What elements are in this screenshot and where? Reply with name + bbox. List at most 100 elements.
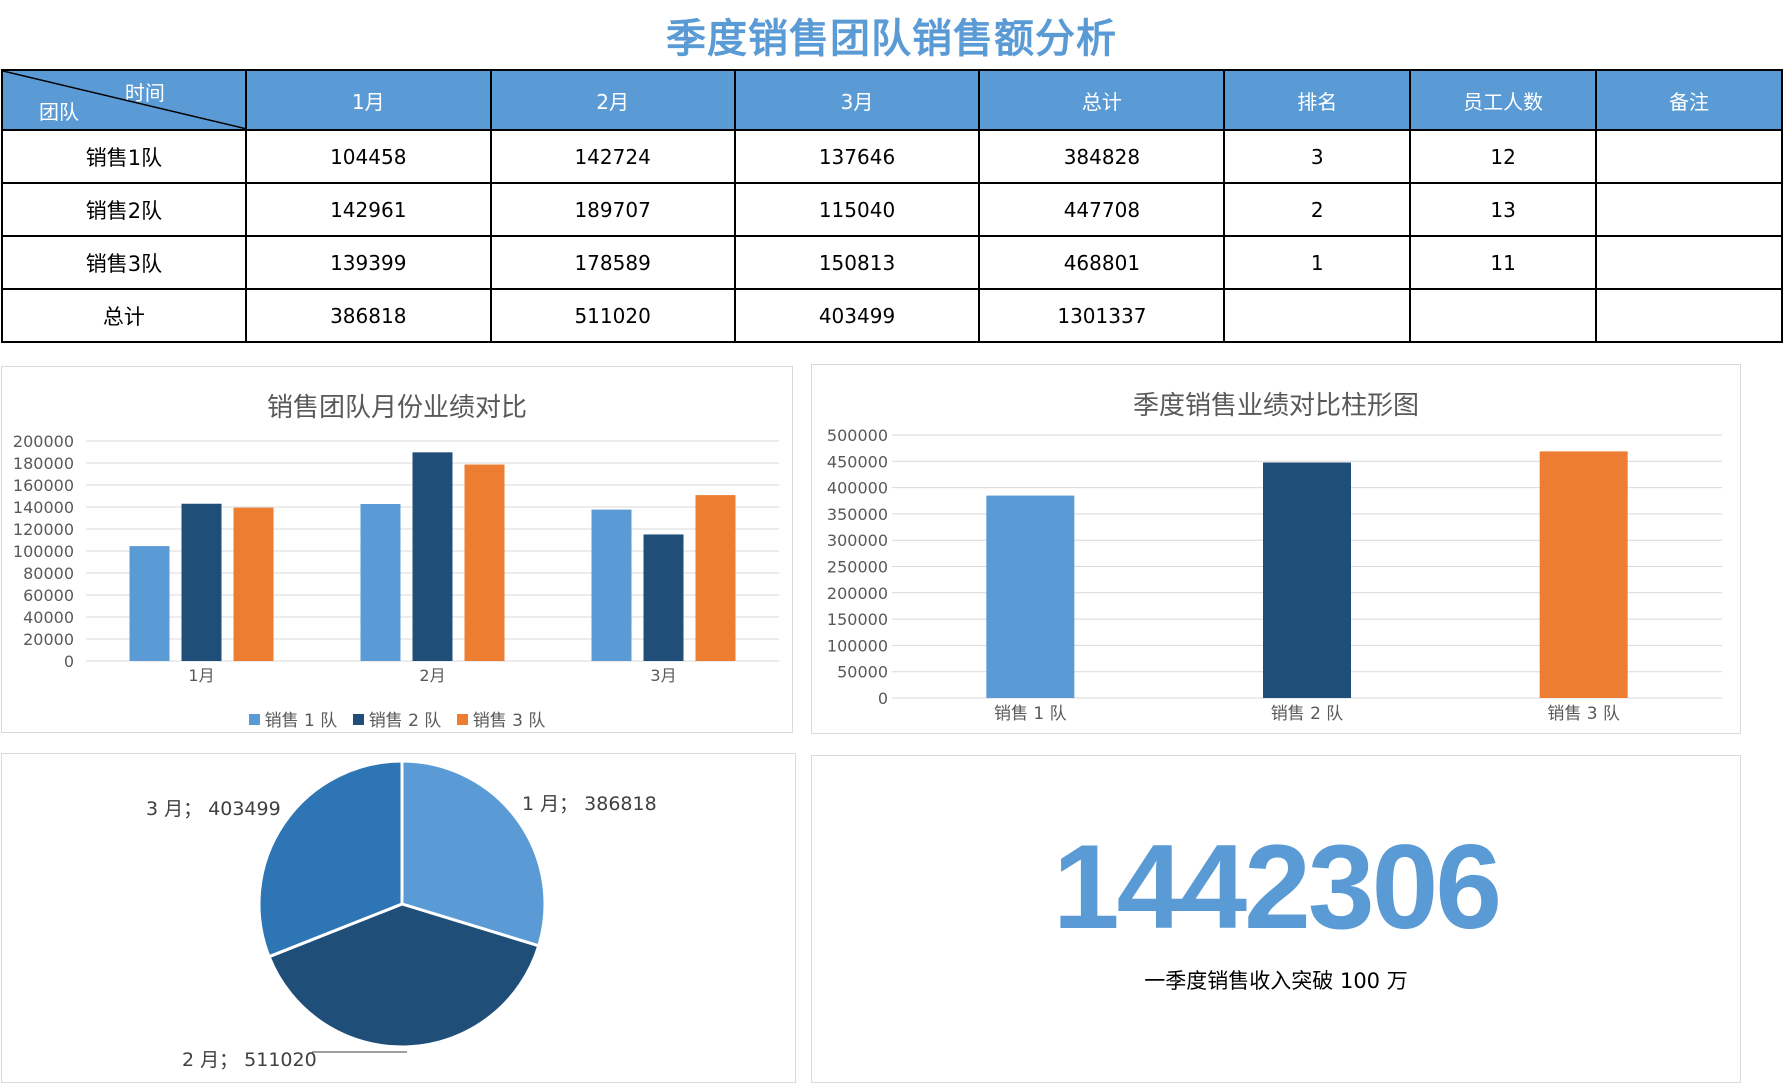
monthly-chart-legend: 销售 1 队 销售 2 队 销售 3 队	[2, 706, 792, 731]
quarterly-chart-title: 季度销售业绩对比柱形图	[1132, 391, 1419, 421]
legend-item-team1: 销售 1 队	[248, 711, 338, 731]
team-cell: 销售2队	[1, 182, 247, 237]
note-cell	[1595, 129, 1783, 184]
table-row: 销售2队 142961 189707 115040 447708 2 13	[1, 182, 1783, 237]
team-cell: 销售3队	[1, 235, 247, 290]
corner-header-cell: 时间 团队	[1, 69, 247, 131]
legend-swatch	[352, 713, 364, 725]
mar-cell: 115040	[733, 182, 981, 237]
bar	[464, 464, 505, 661]
y-tick-label: 20000	[23, 630, 74, 649]
header-total: 总计	[978, 69, 1226, 131]
y-tick-label: 80000	[23, 564, 74, 583]
note-cell	[1595, 182, 1783, 237]
corner-time-label: 时间	[124, 81, 165, 105]
quarterly-chart-panel: 季度销售业绩对比柱形图 0 50000 100000 150000 200000 2500…	[811, 364, 1741, 734]
legend-label: 销售 3 队	[472, 711, 546, 731]
y-tick-label: 350000	[827, 505, 888, 524]
y-tick-label: 100000	[13, 542, 74, 561]
header-rank: 排名	[1223, 69, 1412, 131]
mar-cell: 150813	[733, 235, 981, 290]
pie-slice	[257, 759, 404, 959]
header-staff: 员工人数	[1409, 69, 1598, 131]
kpi-panel: 1442306 一季度销售收入突破 100 万	[811, 755, 1741, 1083]
bar	[1263, 462, 1351, 698]
legend-swatch	[456, 713, 468, 725]
total-cell: 1301337	[978, 288, 1226, 343]
y-tick-label: 0	[64, 652, 74, 671]
table-header-row: 时间 团队 1月 2月 3月 总计 排名 员工人数 备注	[1, 69, 1783, 131]
y-tick-label: 250000	[827, 558, 888, 577]
rank-cell: 3	[1223, 129, 1412, 184]
rank-cell: 1	[1223, 235, 1412, 290]
mar-cell: 403499	[733, 288, 981, 343]
y-tick-label: 160000	[13, 476, 74, 495]
y-tick-label: 450000	[827, 452, 888, 471]
kpi-caption: 一季度销售收入突破 100 万	[1144, 969, 1408, 993]
y-tick-label: 400000	[827, 479, 888, 498]
quarterly-bar-chart: 0 50000 100000 150000 200000 250000 300000 3500…	[827, 426, 1722, 724]
feb-cell: 142724	[489, 129, 736, 184]
feb-cell: 511020	[489, 288, 736, 343]
y-tick-label: 100000	[827, 636, 888, 655]
y-tick-label: 40000	[23, 608, 74, 627]
legend-item-team3: 销售 3 队	[456, 711, 546, 731]
diagonal-line	[3, 71, 247, 129]
y-tick-label: 200000	[13, 432, 74, 451]
total-cell: 468801	[978, 235, 1226, 290]
monthly-pie-chart: 1 月； 386818 2 月； 511020 3 月； 403499	[146, 759, 657, 1071]
legend-swatch	[248, 713, 260, 725]
rank-cell: 2	[1223, 182, 1412, 237]
jan-cell: 139399	[244, 235, 492, 290]
x-tick-label: 2月	[419, 666, 445, 685]
pie-chart-panel: 1 月； 386818 2 月； 511020 3 月； 403499	[1, 753, 796, 1083]
corner-team-label: 团队	[39, 100, 79, 124]
header-mar: 3月	[733, 69, 981, 131]
monthly-chart-panel: 销售团队月份业绩对比 0 20000 40000 60000 80000 100000 12…	[1, 366, 793, 733]
x-tick-label: 销售 2 队	[1271, 704, 1344, 724]
legend-label: 销售 1 队	[264, 711, 338, 731]
sales-table: 时间 团队 1月 2月 3月 总计 排名 员工人数 备注 销售1队 104458…	[1, 69, 1783, 343]
header-jan: 1月	[244, 69, 492, 131]
jan-cell: 386818	[244, 288, 492, 343]
feb-cell: 178589	[489, 235, 736, 290]
bar	[695, 495, 736, 661]
note-cell	[1595, 288, 1783, 343]
header-feb: 2月	[489, 69, 736, 131]
feb-cell: 189707	[489, 182, 736, 237]
page-title: 季度销售团队销售额分析	[666, 16, 1117, 62]
pie-data-label: 2 月； 511020	[182, 1049, 317, 1071]
bar	[181, 503, 222, 661]
total-label-cell: 总计	[1, 288, 247, 343]
staff-cell: 11	[1409, 235, 1598, 290]
y-tick-label: 0	[878, 689, 888, 708]
legend-label: 销售 2 队	[368, 711, 442, 731]
y-tick-label: 50000	[837, 663, 888, 682]
bar	[1539, 451, 1628, 698]
bar	[643, 534, 684, 661]
y-tick-label: 500000	[827, 426, 888, 445]
table-total-row: 总计 386818 511020 403499 1301337	[1, 288, 1783, 343]
jan-cell: 142961	[244, 182, 492, 237]
y-tick-label: 300000	[827, 531, 888, 550]
jan-cell: 104458	[244, 129, 492, 184]
y-tick-label: 150000	[827, 610, 888, 629]
staff-cell	[1409, 288, 1598, 343]
monthly-chart-title: 销售团队月份业绩对比	[266, 393, 527, 423]
bar	[986, 495, 1075, 698]
note-cell	[1595, 235, 1783, 290]
bar	[129, 546, 170, 661]
monthly-bar-chart: 0 20000 40000 60000 80000 100000 120000 140000 1…	[13, 432, 779, 685]
total-cell: 384828	[978, 129, 1226, 184]
pie-slice	[400, 759, 547, 948]
x-tick-label: 销售 1 队	[994, 704, 1067, 724]
staff-cell: 13	[1409, 182, 1598, 237]
legend-item-team2: 销售 2 队	[352, 711, 442, 731]
x-tick-label: 3月	[650, 666, 676, 685]
y-tick-label: 60000	[23, 586, 74, 605]
rank-cell	[1223, 288, 1412, 343]
x-tick-label: 1月	[188, 666, 214, 685]
y-tick-label: 200000	[827, 584, 888, 603]
bar	[233, 507, 274, 661]
header-note: 备注	[1595, 69, 1783, 131]
